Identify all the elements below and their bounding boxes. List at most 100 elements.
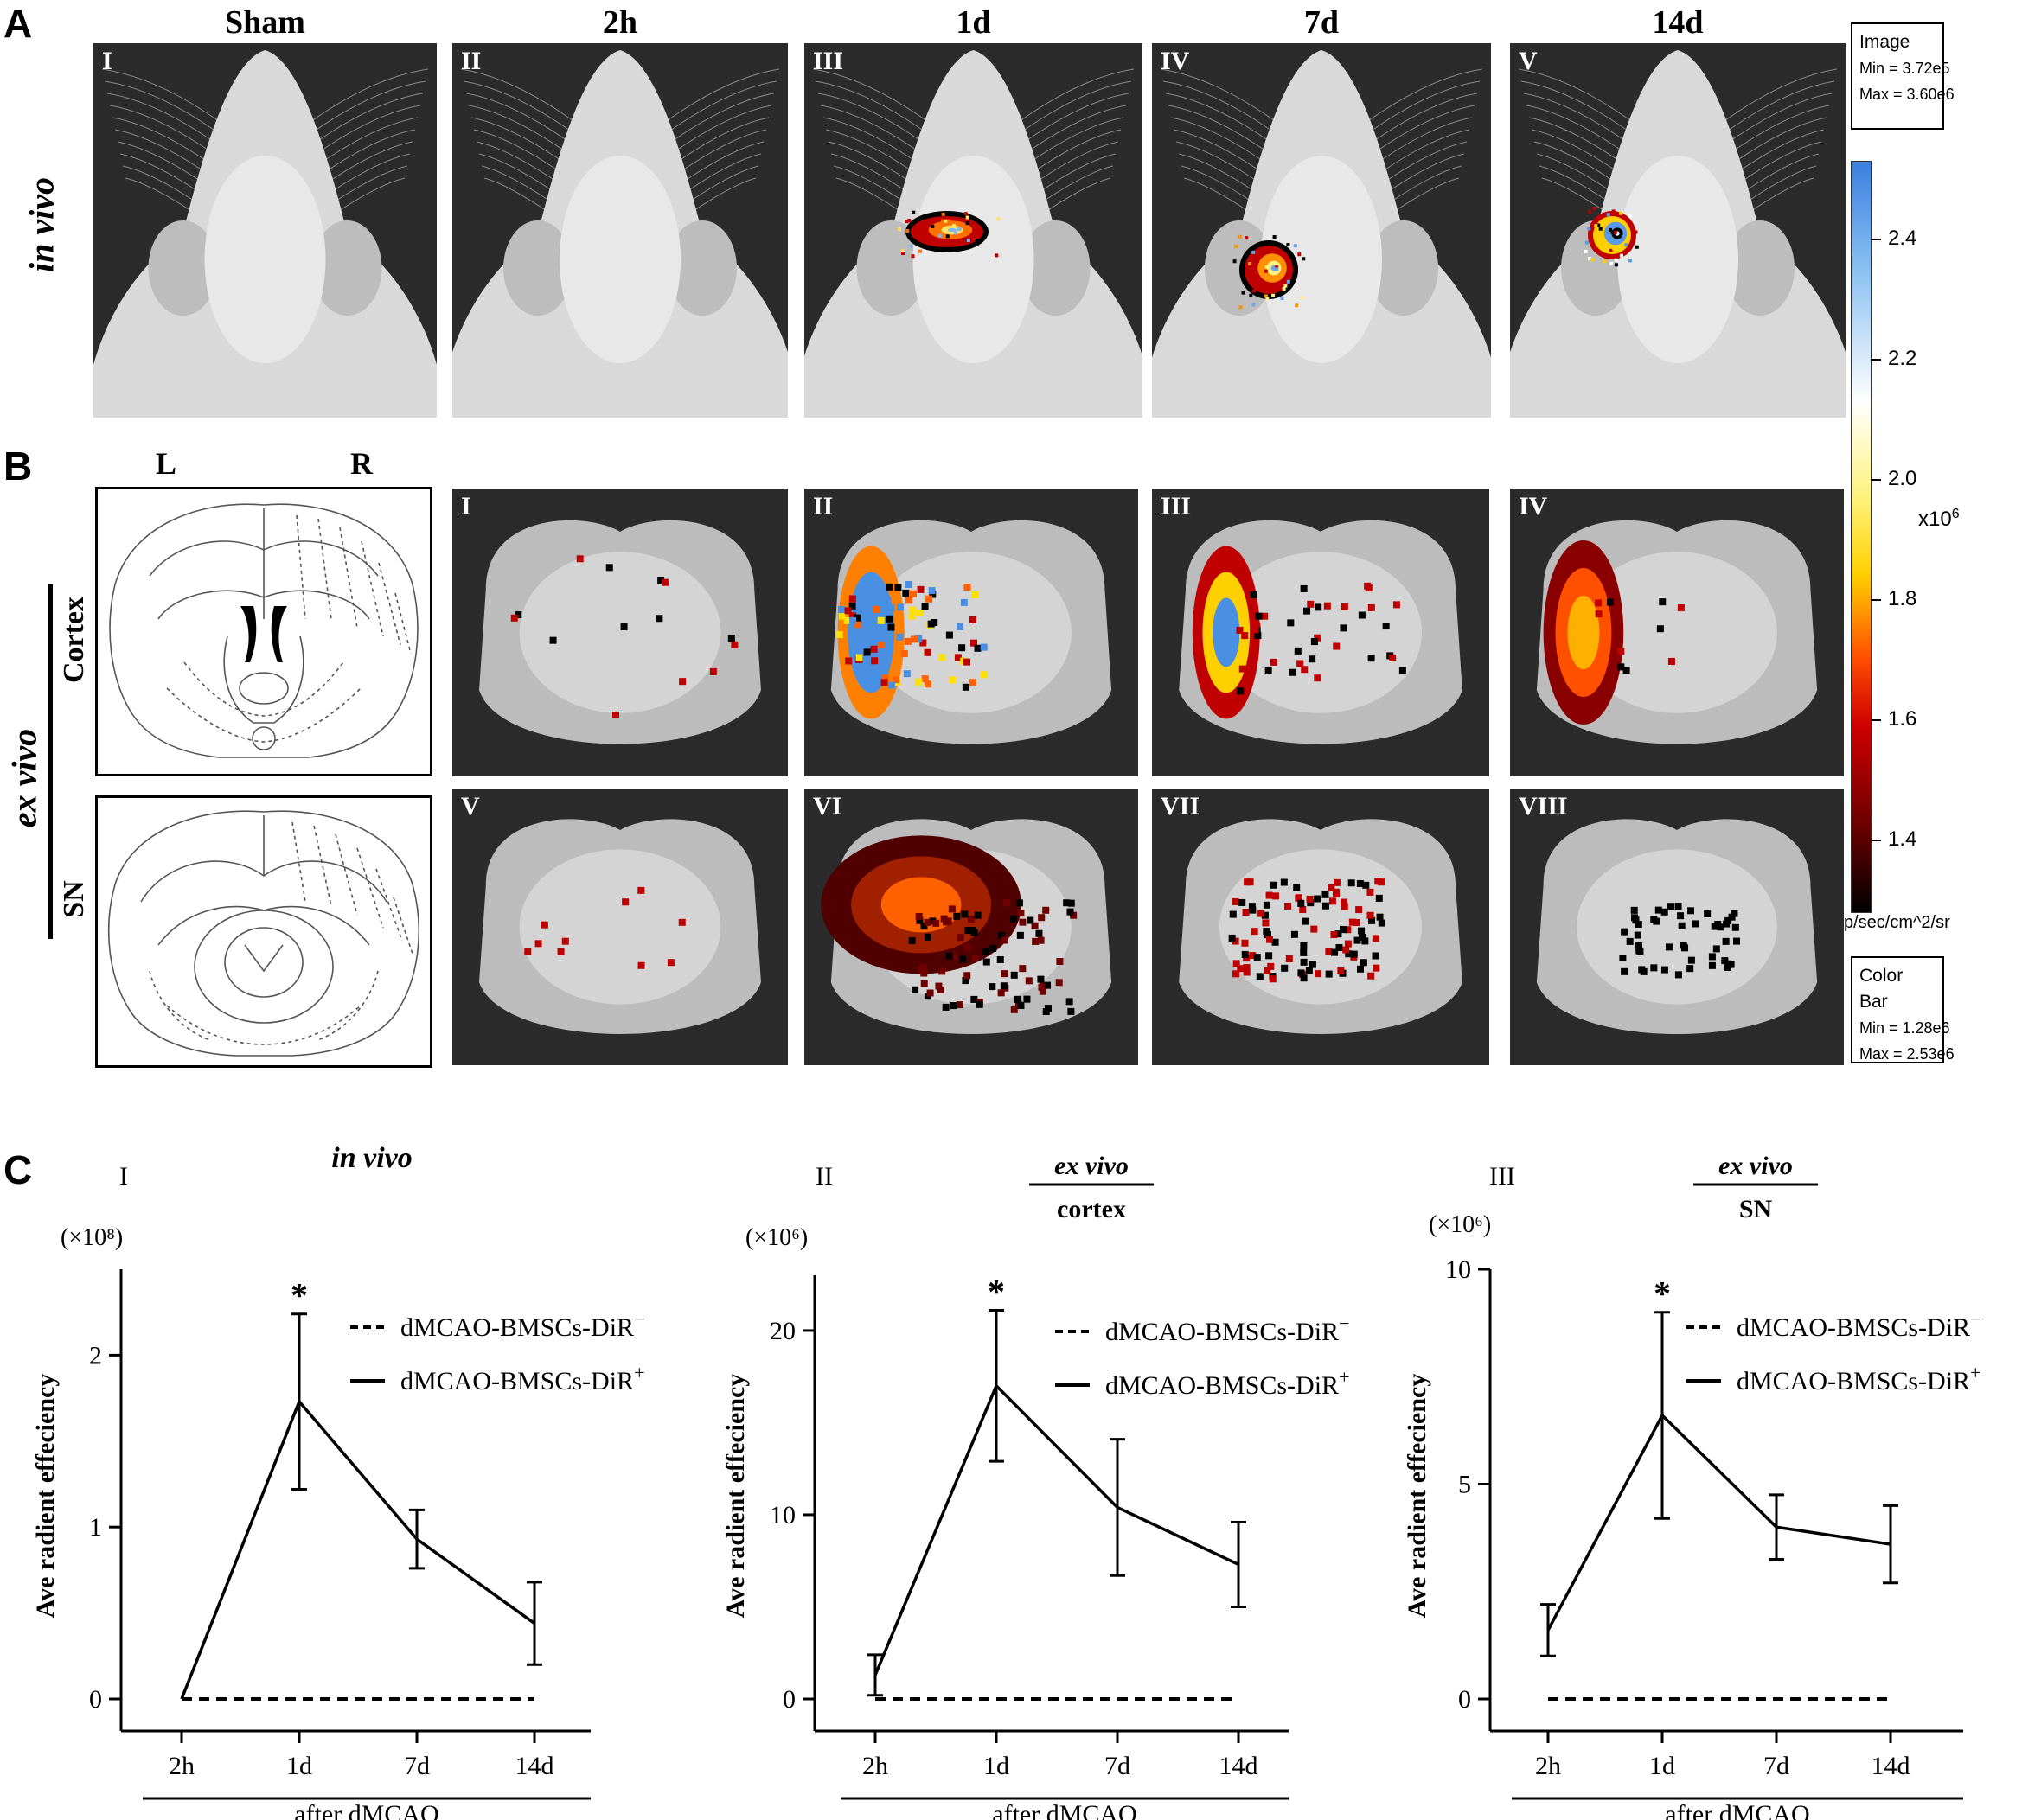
- chart-xtick-label: 14d: [1872, 1752, 1910, 1780]
- colorbar-tick-mark: [1871, 479, 1881, 482]
- cortex-slice-image-4: IV: [1510, 489, 1844, 776]
- chart-xtick-label: 7d: [404, 1752, 430, 1780]
- chart-ytick-label: 10: [1445, 1255, 1471, 1284]
- cortex-row-label: Cortex: [58, 596, 90, 684]
- chart-numeral: I: [119, 1162, 128, 1191]
- series-line-positive: [873, 1383, 1239, 1676]
- chart-ytick-label: 5: [1458, 1471, 1471, 1499]
- colorbar-tick-mark: [1871, 359, 1881, 361]
- chart-numeral: III: [1489, 1162, 1515, 1191]
- colorbar-tick-label: 2.4: [1888, 227, 1917, 251]
- chart-ylabel: Ave radient effeciency: [1403, 1374, 1431, 1619]
- colorbar-tick-label: 2.2: [1888, 347, 1917, 371]
- slice-image-numeral: IV: [1519, 492, 1548, 520]
- significance-asterisk: *: [1654, 1274, 1671, 1313]
- chart-ytick-label: 0: [1458, 1685, 1471, 1714]
- sn-row-label: SN: [58, 880, 90, 918]
- chart-numeral: II: [816, 1162, 833, 1191]
- panel-a-letter: A: [3, 1, 33, 46]
- column-header-sham: Sham: [225, 4, 305, 41]
- ex-vivo-bracket-line: [48, 584, 53, 939]
- image-box-min: Min = 3.72e5: [1859, 60, 1950, 77]
- left-hemisphere-label: L: [156, 446, 177, 481]
- colorbar-multiplier: x106: [1918, 507, 1960, 532]
- legend-label-positive: dMCAO-BMSCs-DiR+: [400, 1362, 644, 1395]
- chart-title: ex vivo: [1718, 1152, 1793, 1180]
- colorbar-multiplier-base: x10: [1918, 508, 1952, 531]
- slice-image-numeral: V: [461, 792, 480, 821]
- chart-xlabel: after dMCAO: [992, 1800, 1136, 1820]
- legend-label-negative: dMCAO-BMSCs-DiR−: [1105, 1312, 1349, 1346]
- colorbar-tick-label: 2.0: [1888, 467, 1917, 491]
- in-vivo-image-numeral: II: [461, 47, 482, 75]
- chart-xtick-label: 2h: [862, 1752, 888, 1780]
- series-line-positive: [1546, 1413, 1891, 1632]
- chart-xtick-label: 1d: [983, 1752, 1009, 1780]
- chart-ytick-label: 20: [770, 1317, 796, 1345]
- image-range-box: Image Min = 3.72e5 Max = 3.60e6: [1851, 22, 1955, 130]
- in-vivo-image-numeral: V: [1519, 47, 1538, 75]
- cortex-slice-image-3: III: [1152, 489, 1489, 776]
- colorbar-box-title: Color Bar: [1859, 966, 1904, 1012]
- series-line-positive: [180, 1398, 536, 1700]
- chart-xtick-label: 7d: [1763, 1752, 1789, 1780]
- colorbar-box-min: Min = 1.28e6: [1859, 1019, 1950, 1037]
- color-scale-bar: [1851, 161, 1872, 913]
- chart-legend: dMCAO-BMSCs-DiR− dMCAO-BMSCs-DiR+: [1686, 1308, 1980, 1395]
- chart-xtick-label: 14d: [515, 1752, 554, 1780]
- chart-ylabel: Ave radient effeciency: [721, 1374, 750, 1619]
- right-hemisphere-label: R: [350, 446, 373, 481]
- chart-xtick-label: 14d: [1219, 1752, 1258, 1780]
- chart-1: Iin vivo (×10⁸) Ave radient effeciency 0 1 2 2…: [31, 1142, 644, 1820]
- column-header-14d: 14d: [1652, 4, 1704, 41]
- legend-label-positive: dMCAO-BMSCs-DiR+: [1105, 1366, 1349, 1400]
- in-vivo-image-numeral: IV: [1161, 47, 1190, 75]
- chart-ytick-label: 1: [89, 1513, 102, 1542]
- cortex-slice-image-1: I: [452, 489, 788, 776]
- panel-c-charts: Iin vivo (×10⁸) Ave radient effeciency 0 1 2 2…: [31, 1142, 1980, 1820]
- colorbar-multiplier-exp: 6: [1951, 507, 1960, 521]
- chart-ytick-label: 0: [783, 1685, 796, 1714]
- chart-ylabel: Ave radient effeciency: [31, 1374, 60, 1619]
- significance-asterisk: *: [988, 1272, 1005, 1311]
- colorbar-tick-label: 1.4: [1888, 827, 1917, 851]
- column-header-1d: 1d: [956, 4, 991, 41]
- in-vivo-image-1: I: [93, 43, 437, 418]
- colorbar-box-max: Max = 2.53e6: [1859, 1045, 1955, 1063]
- in-vivo-image-3: III: [804, 43, 1142, 418]
- slice-image-numeral: III: [1161, 492, 1192, 520]
- sn-atlas-diagram: [95, 795, 432, 1068]
- column-header-2h: 2h: [602, 4, 638, 41]
- chart-2: II ex vivo cortex (×10⁶) Ave radient effecie…: [721, 1152, 1349, 1820]
- legend-label-negative: dMCAO-BMSCs-DiR−: [400, 1308, 644, 1342]
- slice-image-numeral: VIII: [1519, 792, 1568, 821]
- sn-slice-image-6: VI: [804, 789, 1138, 1065]
- chart-ytick-label: 10: [770, 1501, 796, 1529]
- image-box-title: Image: [1859, 32, 1910, 52]
- cortex-slice-image-2: II: [804, 489, 1138, 776]
- chart-title: ex vivo: [1054, 1152, 1129, 1180]
- panel-b-letter: B: [3, 444, 33, 489]
- colorbar-tick-mark: [1871, 839, 1881, 841]
- colorbar-tick-label: 1.8: [1888, 586, 1917, 610]
- chart-xlabel: after dMCAO: [294, 1800, 438, 1820]
- sn-slice-image-5: V: [452, 789, 788, 1065]
- slice-image-numeral: VII: [1161, 792, 1200, 821]
- chart-xtick-label: 1d: [1649, 1752, 1675, 1780]
- colorbar-range-box: Color Bar Min = 1.28e6 Max = 2.53e6: [1851, 956, 1955, 1063]
- sn-slice-image-7: VII: [1152, 789, 1489, 1065]
- in-vivo-image-numeral: III: [813, 47, 844, 75]
- legend-label-negative: dMCAO-BMSCs-DiR−: [1737, 1308, 1980, 1342]
- in-vivo-image-5: V: [1510, 43, 1846, 418]
- image-box-max: Max = 3.60e6: [1859, 86, 1955, 103]
- chart-xtick-label: 2h: [1535, 1752, 1561, 1780]
- chart-scale-label: (×10⁸): [61, 1224, 123, 1251]
- colorbar-tick-mark: [1871, 598, 1881, 601]
- in-vivo-image-2: II: [452, 43, 788, 418]
- chart-scale-label: (×10⁶): [1429, 1211, 1491, 1238]
- colorbar-tick-mark: [1871, 239, 1881, 241]
- cortex-atlas-diagram: [95, 487, 432, 776]
- chart-scale-label: (×10⁶): [745, 1224, 808, 1251]
- panel-c-letter: C: [3, 1147, 33, 1192]
- significance-asterisk: *: [291, 1276, 308, 1315]
